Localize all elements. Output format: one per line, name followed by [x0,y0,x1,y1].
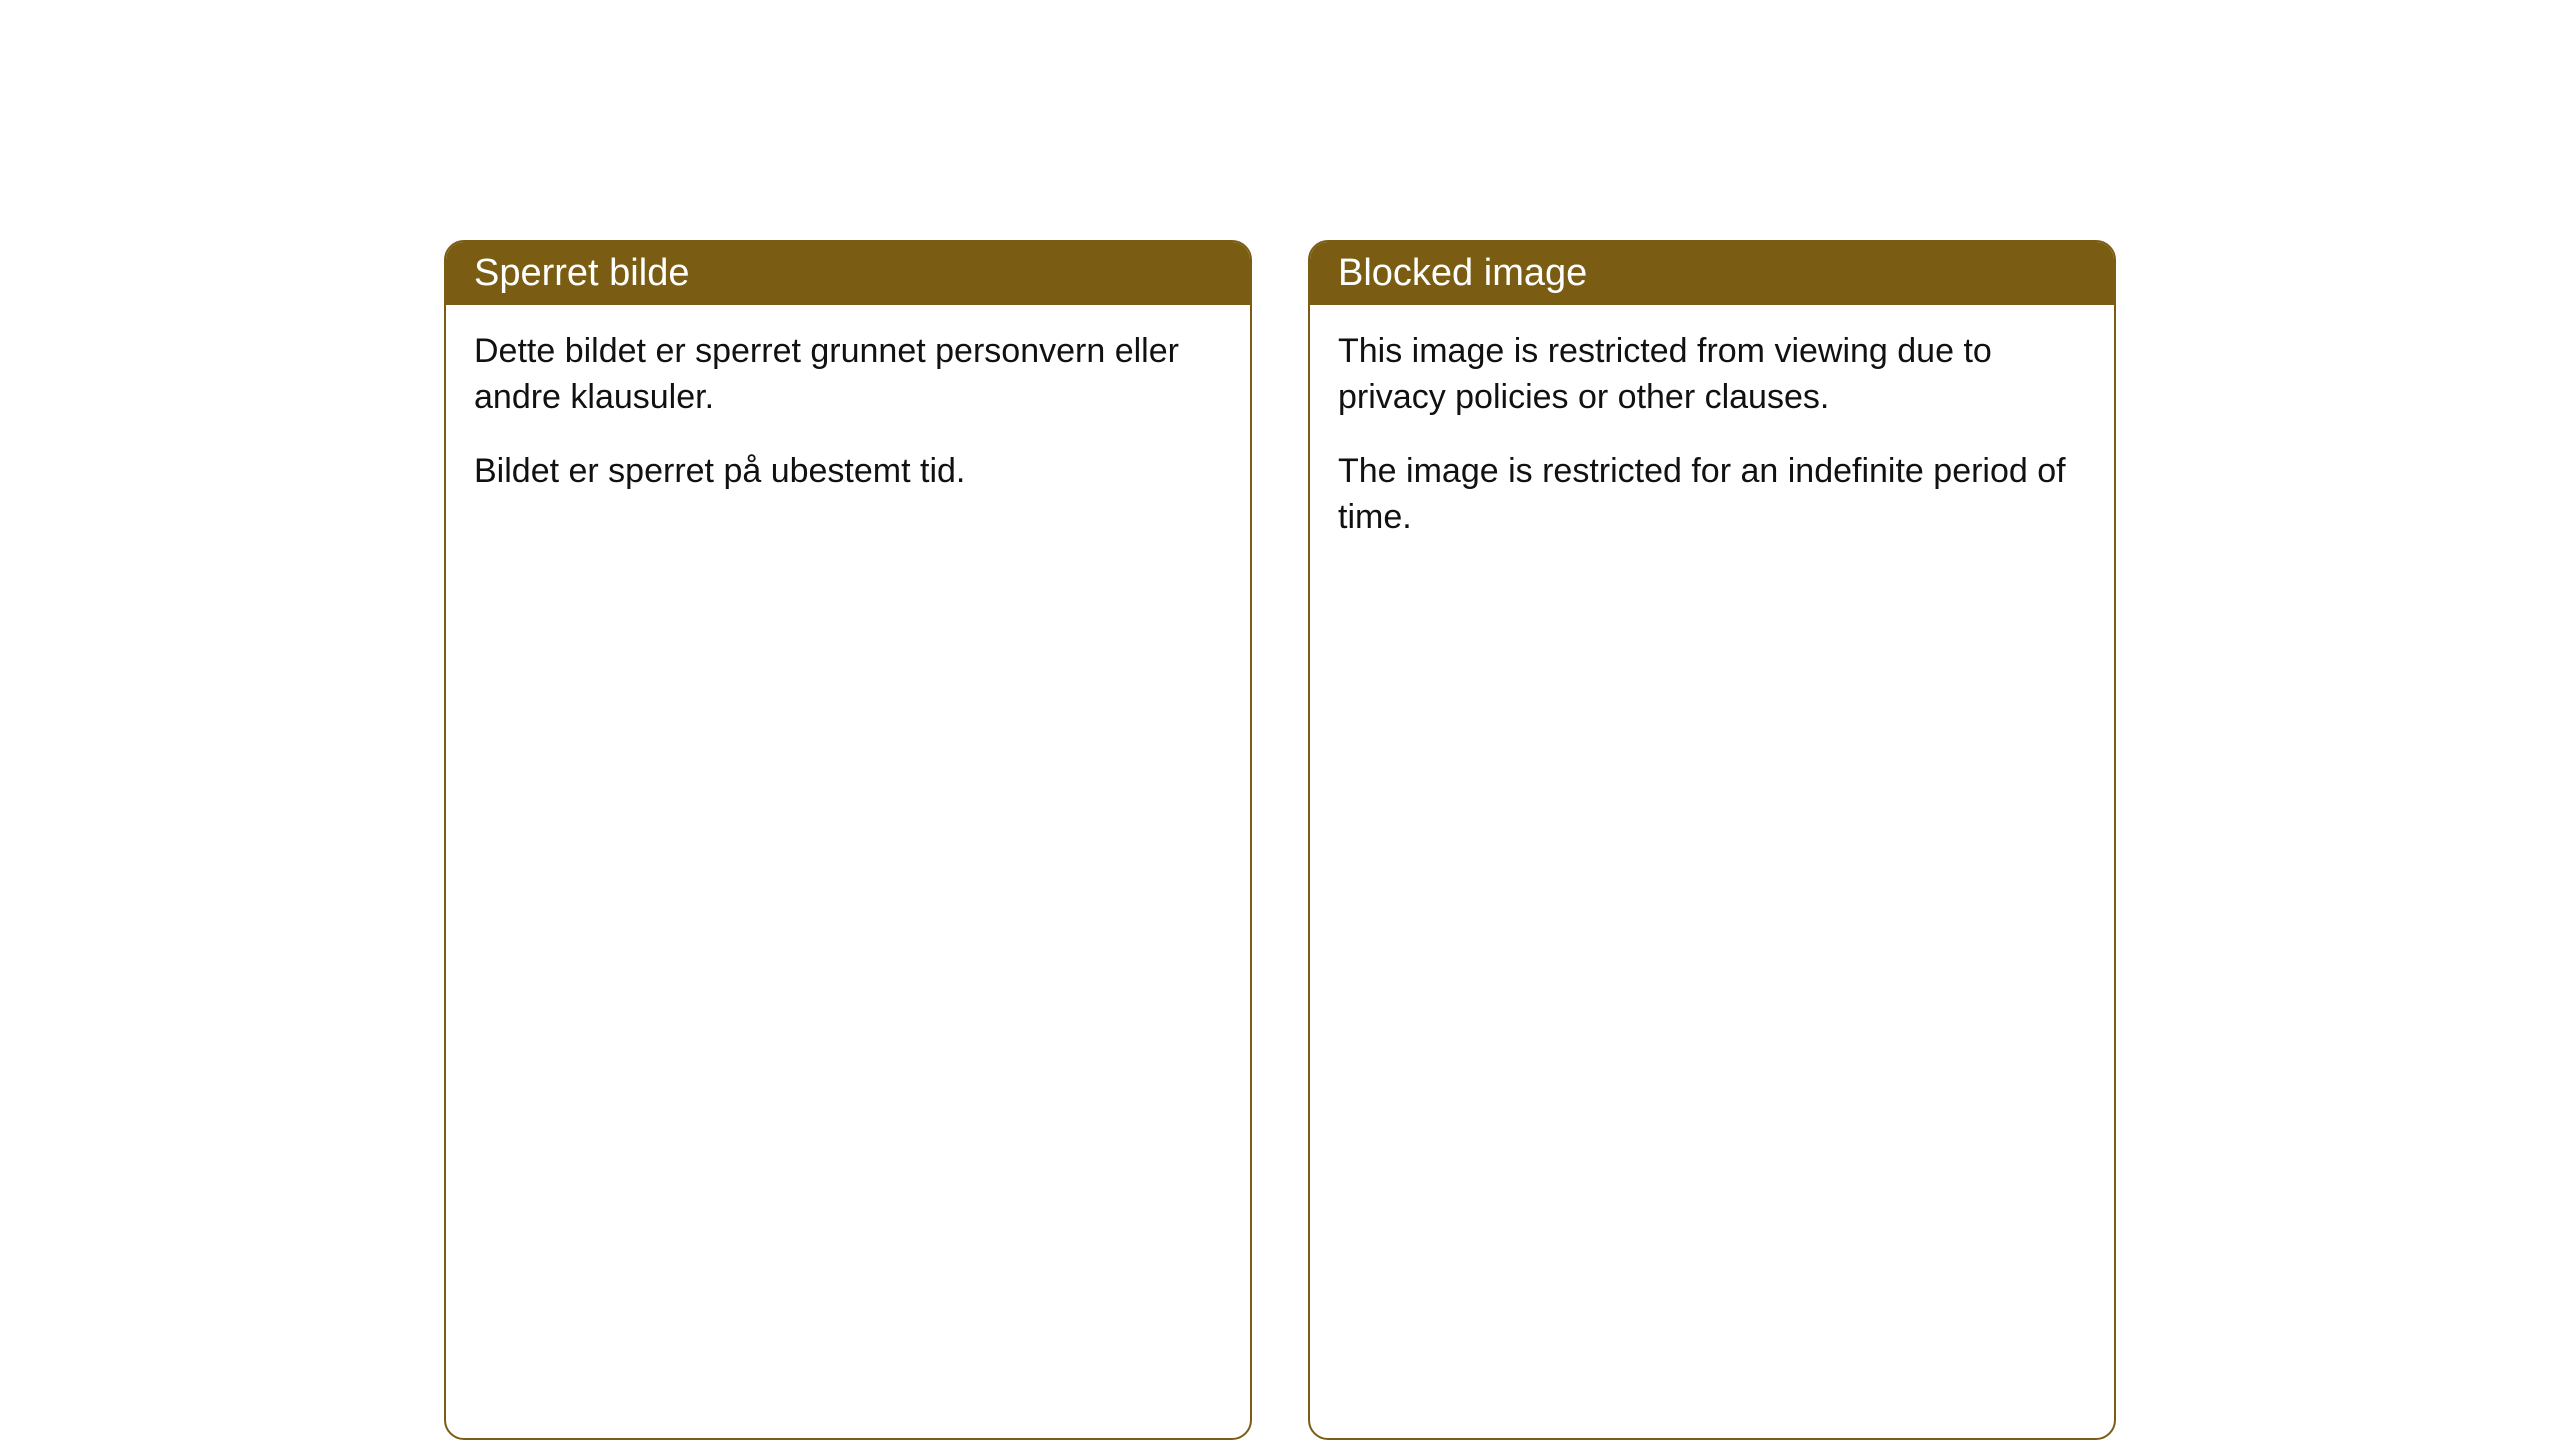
card-paragraph-1-no: Dette bildet er sperret grunnet personve… [474,329,1222,421]
card-title-en: Blocked image [1338,252,1587,294]
card-paragraph-2-en: The image is restricted for an indefinit… [1338,449,2086,541]
card-title-no: Sperret bilde [474,252,689,294]
card-header-en: Blocked image [1310,242,2114,305]
card-header-no: Sperret bilde [446,242,1250,305]
blocked-image-card-no: Sperret bilde Dette bildet er sperret gr… [444,240,1252,1440]
card-body-en: This image is restricted from viewing du… [1310,305,2114,581]
card-paragraph-2-no: Bildet er sperret på ubestemt tid. [474,449,1222,495]
notice-cards-container: Sperret bilde Dette bildet er sperret gr… [444,240,2116,1440]
card-paragraph-1-en: This image is restricted from viewing du… [1338,329,2086,421]
blocked-image-card-en: Blocked image This image is restricted f… [1308,240,2116,1440]
card-body-no: Dette bildet er sperret grunnet personve… [446,305,1250,535]
